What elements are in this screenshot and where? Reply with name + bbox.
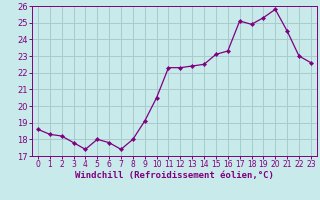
X-axis label: Windchill (Refroidissement éolien,°C): Windchill (Refroidissement éolien,°C) [75,171,274,180]
